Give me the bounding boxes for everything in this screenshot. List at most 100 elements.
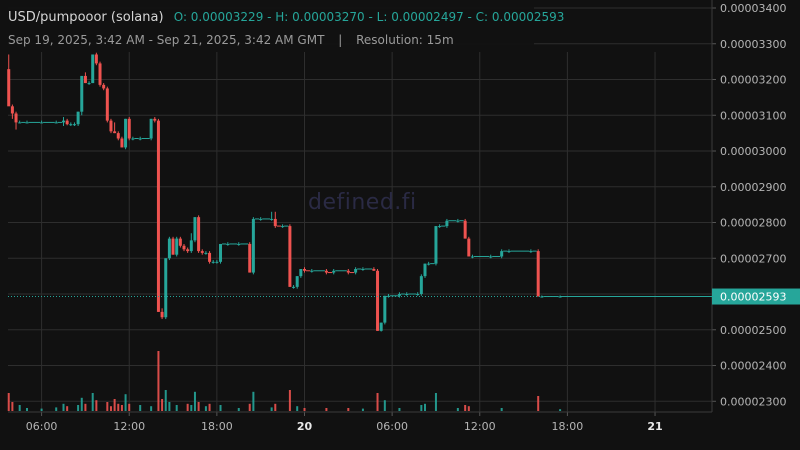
candle-body: [467, 238, 471, 257]
volume-bar: [124, 394, 127, 411]
volume-bar: [208, 403, 211, 411]
candle-body: [94, 54, 98, 64]
candle-body: [416, 294, 420, 296]
volume-bar: [164, 390, 167, 411]
volume-bar: [77, 405, 80, 411]
volume-bar: [11, 402, 14, 411]
candle-body: [302, 268, 306, 271]
separator: |: [338, 33, 343, 47]
candle-body: [171, 238, 175, 255]
volume-bar: [150, 406, 153, 411]
volume-bar: [252, 391, 255, 411]
candle-body: [237, 243, 241, 245]
volume-bar: [84, 403, 87, 411]
candle-body: [14, 113, 18, 123]
x-tick-label: 06:00: [376, 420, 408, 433]
candle-body: [178, 238, 182, 246]
volume-bar: [66, 406, 69, 411]
candle-body: [219, 243, 223, 262]
candle-body: [427, 263, 431, 265]
resolution-label: Resolution: 15m: [356, 33, 454, 47]
volume-bar: [18, 405, 21, 411]
candle-body: [127, 118, 131, 139]
candle-body: [113, 131, 117, 134]
candle-body: [295, 276, 299, 287]
candle-body: [489, 256, 493, 258]
candle-body: [397, 294, 401, 296]
x-tick-label: 18:00: [201, 420, 233, 433]
candle-body: [109, 120, 113, 132]
candle-body: [372, 268, 376, 271]
volume-bar: [219, 405, 222, 411]
volume-bars: [7, 351, 562, 411]
header-backdrop: [0, 0, 534, 52]
candle-body: [270, 218, 274, 220]
candle-body: [138, 138, 142, 140]
candle-body: [445, 220, 449, 227]
grid-lines: [8, 7, 716, 416]
volume-bar: [467, 406, 470, 411]
volume-bar: [113, 399, 116, 411]
volume-bar: [120, 405, 123, 411]
candle-body: [259, 218, 263, 220]
y-tick-label: 0.00003400: [720, 2, 786, 15]
volume-bar: [361, 408, 364, 411]
candle-body: [536, 251, 540, 297]
candle-body: [529, 251, 533, 253]
candle-body: [153, 118, 157, 121]
candle-body: [376, 270, 380, 331]
volume-bar: [248, 403, 251, 411]
x-tick-label: 20: [297, 420, 313, 433]
candle-body: [463, 220, 467, 239]
y-tick-label: 0.00002800: [720, 217, 786, 230]
volume-bar: [464, 405, 467, 411]
candle-body: [175, 238, 179, 255]
candle-body: [91, 54, 95, 84]
candle-body: [62, 120, 66, 123]
candle-body: [383, 295, 387, 323]
candle-body: [69, 124, 73, 126]
volume-bar: [157, 351, 160, 411]
volume-bar: [296, 406, 299, 411]
candle-body: [182, 245, 186, 250]
candle-body: [102, 84, 106, 89]
volume-bar: [500, 408, 503, 411]
candle-body: [204, 252, 208, 254]
y-tick-label: 0.00002500: [720, 324, 786, 337]
candle-body: [200, 251, 204, 253]
volume-bar: [423, 403, 426, 411]
y-tick-label: 0.00002300: [720, 395, 786, 408]
candle-body: [361, 268, 365, 270]
volume-bar: [91, 393, 94, 411]
volume-bar: [270, 407, 273, 411]
candle-body: [193, 217, 197, 241]
ohlc-readout: O: 0.00003229 - H: 0.00003270 - L: 0.000…: [173, 10, 565, 24]
candle-body: [40, 122, 44, 124]
candle-body: [10, 106, 14, 114]
x-tick-label: 06:00: [26, 420, 58, 433]
candle-body: [386, 295, 390, 297]
watermark: defined.fi: [308, 190, 417, 215]
volume-bar: [456, 408, 459, 411]
candle-body: [434, 226, 438, 264]
candle-body: [354, 268, 358, 273]
volume-bar: [161, 399, 164, 411]
y-tick-label: 0.00002400: [720, 360, 786, 373]
candle-body: [131, 138, 135, 140]
volume-bar: [25, 408, 28, 411]
candle-body: [419, 276, 423, 295]
candle-body: [324, 270, 328, 273]
candle-body: [288, 226, 292, 287]
candle-body: [149, 118, 153, 139]
candle-body: [456, 220, 460, 222]
volume-bar: [117, 403, 120, 411]
volume-bar: [197, 402, 200, 411]
volume-bar: [95, 400, 98, 411]
candle-body: [500, 251, 504, 257]
candle-body: [379, 322, 383, 331]
candle-body: [208, 252, 212, 262]
last-price-label: 0.00002593: [720, 291, 786, 304]
volume-bar: [139, 405, 142, 411]
